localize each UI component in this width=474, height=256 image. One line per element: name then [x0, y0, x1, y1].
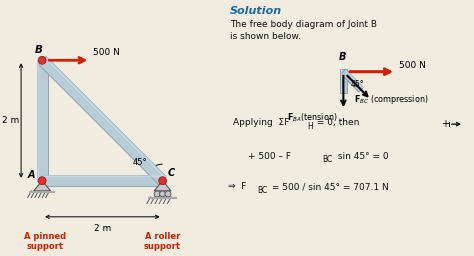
Text: 2 m: 2 m	[94, 224, 111, 233]
Polygon shape	[45, 56, 166, 178]
Text: sin 45° = 0: sin 45° = 0	[335, 152, 388, 161]
Text: 2 m: 2 m	[2, 116, 19, 125]
Circle shape	[38, 177, 46, 185]
Text: A pinned
support: A pinned support	[24, 232, 66, 251]
Text: $\mathbf{F}_{BA}$(tension): $\mathbf{F}_{BA}$(tension)	[287, 111, 337, 124]
Text: is shown below.: is shown below.	[230, 32, 301, 41]
Polygon shape	[341, 69, 342, 93]
Circle shape	[38, 56, 46, 64]
Text: Solution: Solution	[230, 6, 283, 16]
Polygon shape	[341, 69, 364, 92]
Polygon shape	[36, 60, 47, 181]
Text: A roller
support: A roller support	[144, 232, 181, 251]
Text: = 0, then: = 0, then	[314, 118, 359, 127]
Text: $\mathbf{F}_{BC}$ (compression): $\mathbf{F}_{BC}$ (compression)	[354, 93, 428, 106]
Text: B: B	[35, 45, 43, 55]
Text: The free body diagram of Joint B: The free body diagram of Joint B	[230, 20, 377, 29]
Circle shape	[165, 191, 171, 197]
Polygon shape	[29, 191, 55, 193]
Text: +: +	[441, 119, 449, 129]
Text: BC: BC	[322, 155, 332, 165]
Text: C: C	[167, 168, 174, 178]
Circle shape	[160, 191, 165, 197]
Polygon shape	[38, 56, 166, 185]
Text: H: H	[308, 122, 313, 131]
Polygon shape	[148, 197, 177, 199]
Text: A: A	[27, 170, 35, 180]
Text: 45°: 45°	[132, 158, 147, 167]
Text: 45°: 45°	[350, 80, 364, 89]
Text: 500 N: 500 N	[399, 61, 426, 70]
Polygon shape	[345, 69, 364, 88]
Text: B: B	[338, 52, 346, 62]
Circle shape	[154, 191, 160, 197]
Text: = 500 / sin 45° = 707.1 N: = 500 / sin 45° = 707.1 N	[269, 182, 389, 191]
Polygon shape	[42, 175, 163, 186]
Polygon shape	[34, 181, 51, 191]
Text: Applying  ΣF: Applying ΣF	[233, 118, 289, 127]
Text: 500 N: 500 N	[93, 48, 120, 57]
Text: ⇒  F: ⇒ F	[228, 182, 246, 191]
Text: BC: BC	[257, 186, 268, 195]
Circle shape	[159, 177, 166, 185]
Polygon shape	[340, 69, 346, 93]
Polygon shape	[154, 181, 171, 191]
Polygon shape	[42, 175, 163, 177]
Polygon shape	[36, 60, 39, 181]
Text: + 500 – F: + 500 – F	[248, 152, 291, 161]
